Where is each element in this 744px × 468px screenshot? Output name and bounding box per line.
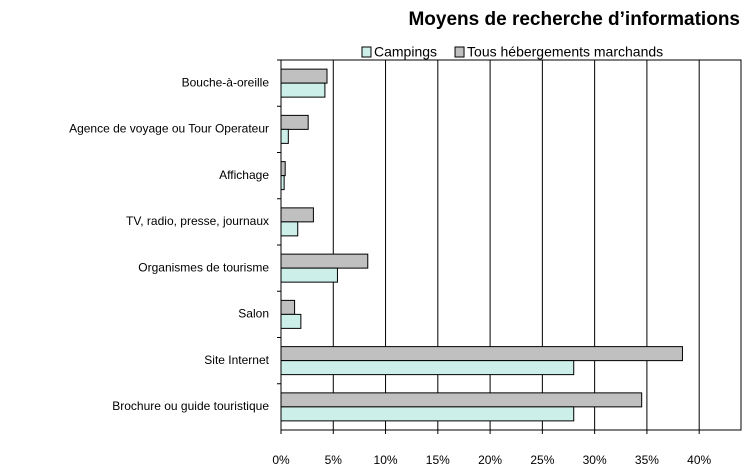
x-tick-label: 15% <box>426 453 450 467</box>
x-tick-label: 20% <box>478 453 502 467</box>
bar <box>280 128 289 144</box>
y-tick-label: Site Internet <box>204 353 269 367</box>
bar <box>280 68 328 84</box>
bar <box>280 82 326 98</box>
x-tick-label: 40% <box>687 453 711 467</box>
bar <box>280 161 286 177</box>
legend-label: Campings <box>374 44 437 60</box>
x-tick-label: 35% <box>635 453 659 467</box>
bar <box>280 221 299 237</box>
bar <box>280 346 683 362</box>
bar <box>280 392 643 408</box>
legend-swatch <box>361 46 372 58</box>
x-tick-label: 30% <box>583 453 607 467</box>
bar <box>280 207 314 223</box>
bar <box>280 313 302 329</box>
bar <box>280 360 575 376</box>
y-tick-label: Agence de voyage ou Tour Operateur <box>69 122 269 136</box>
chart-title: Moyens de recherche d’informations <box>408 9 740 30</box>
y-tick-label: Brochure ou guide touristique <box>112 399 269 413</box>
bar <box>280 299 296 315</box>
legend-swatch <box>454 46 465 58</box>
y-tick-label: TV, radio, presse, journaux <box>126 214 269 228</box>
x-tick-label: 5% <box>325 453 343 467</box>
bar <box>280 253 369 269</box>
x-tick-label: 0% <box>272 453 290 467</box>
bar <box>280 267 338 283</box>
y-tick-label: Salon <box>238 307 269 321</box>
bar <box>280 175 285 191</box>
legend-label: Tous hébergements marchands <box>467 44 663 60</box>
x-tick-label: 25% <box>530 453 554 467</box>
y-tick-label: Organismes de tourisme <box>138 260 269 274</box>
bar <box>280 406 575 422</box>
bar <box>280 114 309 130</box>
x-tick-label: 10% <box>374 453 398 467</box>
y-tick-label: Bouche-à-oreille <box>182 75 270 89</box>
y-tick-label: Affichage <box>219 168 269 182</box>
